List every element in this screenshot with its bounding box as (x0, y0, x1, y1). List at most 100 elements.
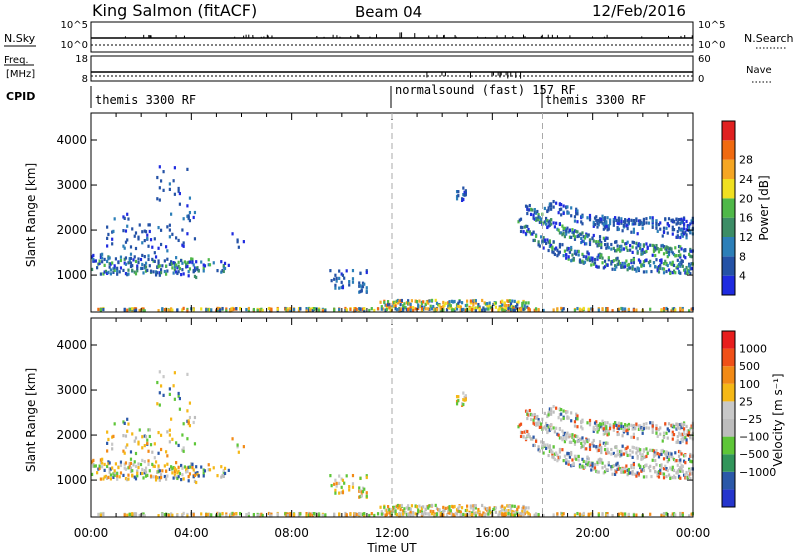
velocity-cell (524, 429, 528, 433)
power-cell (684, 268, 687, 272)
power-cell (345, 308, 348, 312)
power-cell (561, 224, 564, 228)
velocity-cell (602, 432, 605, 436)
velocity-cell (666, 451, 669, 455)
velocity-cell (558, 455, 562, 459)
velocity-cell (552, 445, 555, 449)
velocity-cell (131, 473, 134, 477)
power-cell (172, 179, 175, 183)
power-cell (655, 258, 658, 262)
power-cell (180, 258, 183, 263)
power-cell (548, 244, 551, 249)
power-cell (682, 217, 686, 222)
velocity-cell (420, 512, 424, 516)
velocity-cell (636, 437, 639, 441)
velocity-cell (127, 477, 130, 481)
power-cell (127, 217, 130, 221)
power-cell (207, 308, 210, 312)
velocity-cell (149, 474, 153, 478)
velocity-cell (573, 456, 577, 460)
power-cell (433, 308, 436, 312)
velocity-cell (625, 429, 628, 433)
velocity-cell (686, 430, 689, 434)
power-cell (191, 257, 194, 261)
power-cell (469, 307, 472, 311)
velocity-cell (632, 513, 635, 517)
velocity-cell (164, 477, 168, 481)
velocity-cell (690, 424, 693, 428)
power-cell (338, 269, 341, 273)
velocity-cell (565, 437, 568, 441)
velocity-cell (427, 512, 430, 516)
power-cell (621, 229, 624, 233)
power-cell (452, 308, 455, 312)
velocity-cell (191, 462, 194, 466)
power-cell (126, 308, 129, 312)
velocity-cell (634, 426, 637, 430)
velocity-cell (276, 512, 279, 516)
velocity-cell (641, 427, 644, 431)
power-cell (551, 250, 554, 254)
power-cell (513, 308, 516, 312)
velocity-cell (499, 509, 503, 514)
power-cell (181, 268, 184, 272)
velocity-cell (684, 473, 687, 477)
velocity-cell (123, 513, 126, 517)
velocity-cell (494, 506, 498, 510)
power-cell (670, 218, 673, 223)
power-cell (667, 253, 671, 257)
velocity-cell (659, 426, 662, 430)
power-cell (177, 186, 180, 191)
power-cell (392, 301, 395, 305)
power-cell (330, 279, 333, 283)
power-cell (182, 217, 185, 221)
power-cell (537, 215, 540, 219)
power-cell (637, 267, 641, 271)
velocity-cell (297, 513, 301, 518)
power-cell (555, 246, 558, 250)
velocity-cell (526, 416, 529, 421)
velocity-cell (677, 422, 681, 427)
colorbar-frame (721, 330, 736, 508)
velocity-cell (507, 508, 510, 513)
power-cell (173, 192, 176, 196)
power-colorbar-label: Power [dB] (757, 175, 771, 240)
power-cell (566, 205, 569, 209)
velocity-cell (412, 511, 415, 515)
velocity-cell (388, 508, 391, 512)
power-cell (624, 261, 627, 265)
power-cell (333, 277, 336, 281)
velocity-cell (173, 473, 176, 477)
power-cell (602, 216, 605, 221)
power-cell (652, 244, 656, 248)
power-cell (193, 268, 197, 273)
velocity-cell (635, 422, 638, 426)
velocity-cell (354, 514, 357, 518)
power-cell (363, 307, 366, 311)
power-cell (438, 304, 441, 308)
velocity-cell (177, 469, 180, 473)
velocity-cell (207, 468, 210, 472)
velocity-cell (624, 447, 627, 451)
power-cell (550, 202, 553, 206)
power-cell (573, 249, 577, 253)
velocity-cell (600, 445, 603, 450)
power-cell (407, 308, 410, 312)
power-cell (576, 234, 579, 239)
velocity-cell (180, 477, 183, 482)
velocity-cell (613, 445, 617, 449)
velocity-cell (494, 510, 498, 514)
velocity-cell (671, 465, 674, 469)
velocity-cell (565, 434, 568, 438)
velocity-cell (112, 434, 115, 438)
power-cell (617, 227, 620, 231)
velocity-cell (635, 451, 638, 455)
power-cell (672, 220, 676, 224)
power-cell (420, 305, 424, 309)
power-cell (605, 263, 608, 267)
velocity-cell (655, 463, 658, 467)
power-cell (595, 264, 598, 268)
power-cell (286, 309, 289, 313)
velocity-cell (665, 511, 668, 516)
velocity-cell (311, 514, 314, 518)
